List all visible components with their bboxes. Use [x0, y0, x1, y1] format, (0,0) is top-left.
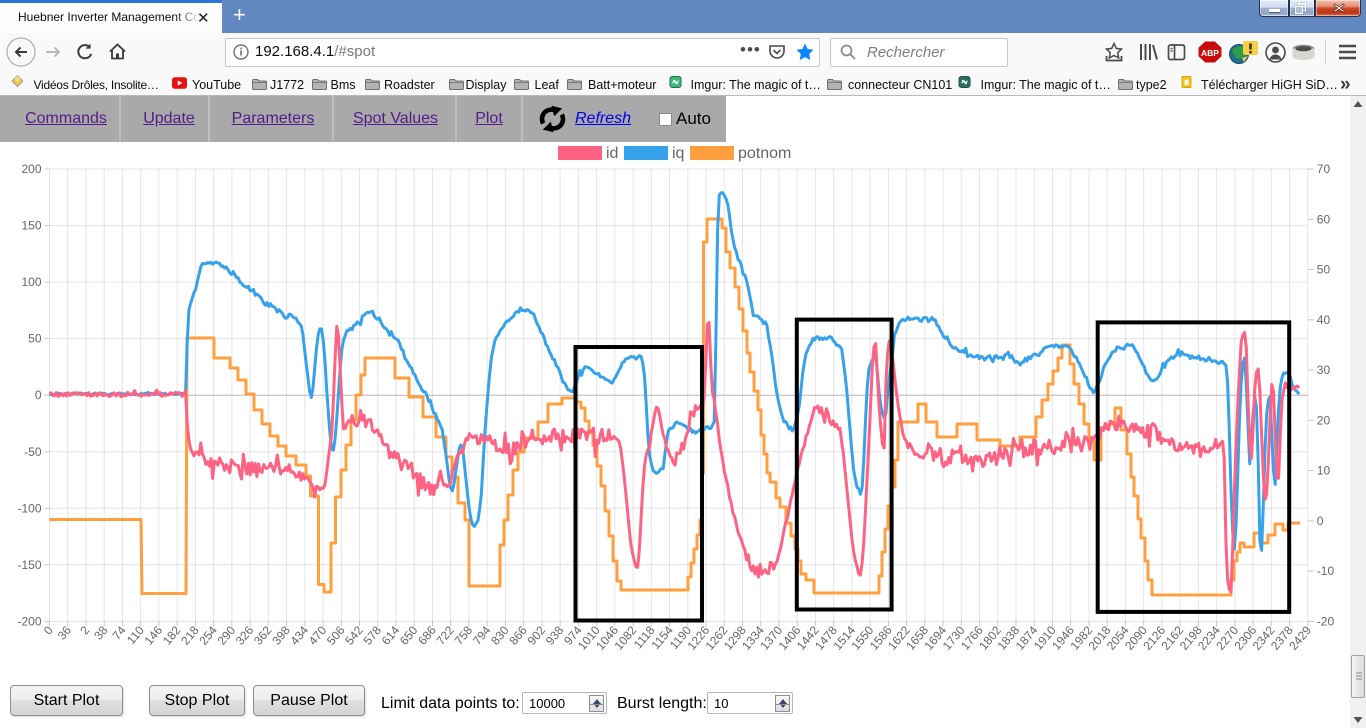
svg-text:2429: 2429: [1286, 623, 1314, 653]
svg-text:0: 0: [35, 388, 42, 402]
svg-text:200: 200: [21, 162, 41, 176]
svg-text:ABP: ABP: [1201, 48, 1219, 58]
svg-text:60: 60: [1317, 212, 1331, 226]
svg-text:-50: -50: [24, 445, 42, 459]
svg-text:70: 70: [1317, 162, 1331, 176]
svg-text:20: 20: [1317, 413, 1331, 427]
svg-text:50: 50: [1317, 263, 1331, 277]
svg-text:-150: -150: [17, 558, 41, 572]
svg-text:38: 38: [91, 623, 111, 642]
svg-text:-200: -200: [17, 614, 41, 628]
svg-text:150: 150: [21, 219, 41, 233]
svg-text:-20: -20: [1317, 614, 1335, 628]
svg-text:-100: -100: [17, 501, 41, 515]
svg-text:2: 2: [77, 623, 92, 637]
svg-text:30: 30: [1317, 363, 1331, 377]
svg-text:36: 36: [55, 623, 75, 642]
svg-text:50: 50: [28, 332, 42, 346]
svg-text:10: 10: [1317, 464, 1331, 478]
svg-text:100: 100: [21, 275, 41, 289]
svg-text:40: 40: [1317, 313, 1331, 327]
svg-text:0: 0: [1317, 514, 1324, 528]
svg-text:-10: -10: [1317, 564, 1335, 578]
svg-text:0: 0: [41, 623, 56, 637]
